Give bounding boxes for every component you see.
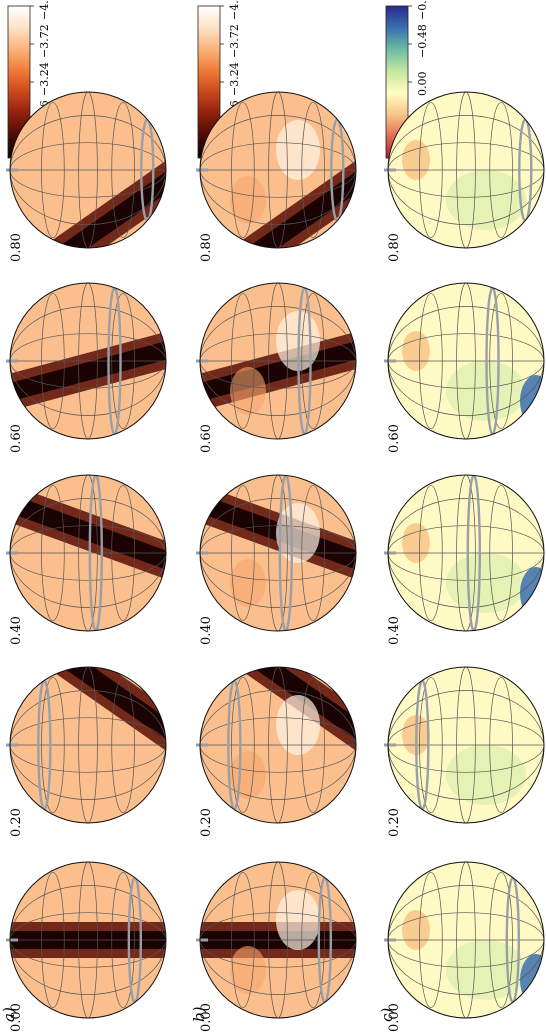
sphere-panel: 0.00 bbox=[384, 861, 545, 1032]
row-label: b) bbox=[190, 1006, 208, 1022]
row-label: c) bbox=[378, 1008, 396, 1022]
sphere-outline bbox=[9, 861, 167, 1019]
phase-label: 0.80 bbox=[387, 233, 402, 262]
sphere-panel: 0.60 bbox=[384, 282, 545, 453]
phase-label: 0.00 bbox=[387, 1003, 402, 1032]
graticule bbox=[200, 667, 356, 823]
sphere-outline bbox=[387, 282, 545, 440]
graticule bbox=[200, 92, 356, 248]
sphere-outline bbox=[387, 666, 545, 824]
sphere-outline bbox=[9, 282, 167, 440]
sphere-panel: 0.20 bbox=[196, 666, 357, 837]
colorbar-tick-label: −4.20 bbox=[228, 0, 241, 20]
phase-label: 0.40 bbox=[387, 616, 402, 645]
graticule bbox=[388, 92, 544, 248]
sphere-outline bbox=[9, 91, 167, 249]
graticule bbox=[200, 475, 356, 631]
phase-label: 0.80 bbox=[199, 233, 214, 262]
sphere-panel: 0.00 bbox=[6, 861, 167, 1032]
spot-core bbox=[200, 92, 356, 248]
colorbar-tick-label: −3.72 bbox=[38, 24, 51, 58]
sphere-panel: 0.60 bbox=[6, 282, 167, 453]
sphere-panel: 0.00 bbox=[196, 861, 357, 1032]
graticule bbox=[10, 283, 166, 439]
panel-row-2: b)−2.28−2.76−3.24−3.72−4.200.000.200.400… bbox=[190, 0, 357, 1032]
phase-label: 0.40 bbox=[199, 616, 214, 645]
sphere-outline bbox=[9, 666, 167, 824]
sphere-panel: 0.40 bbox=[6, 474, 167, 645]
sphere-outline bbox=[387, 91, 545, 249]
sphere-panel: 0.80 bbox=[6, 91, 167, 262]
phase-label: 0.60 bbox=[387, 424, 402, 453]
spot-core bbox=[200, 310, 356, 432]
spot-core bbox=[10, 475, 166, 612]
row-label: a) bbox=[0, 1007, 18, 1022]
panel-row-1: a)−2.28−2.76−3.24−3.72−4.200.000.200.400… bbox=[0, 0, 167, 1032]
graticule bbox=[10, 92, 166, 248]
sphere-outline bbox=[199, 474, 357, 632]
colorbar-tick-label: −0.48 bbox=[416, 24, 429, 58]
phase-label: 0.40 bbox=[9, 616, 24, 645]
sphere-panel: 0.40 bbox=[384, 474, 545, 645]
phase-label: 0.60 bbox=[9, 424, 24, 453]
sphere-outline bbox=[387, 861, 545, 1019]
colorbar-tick-label: 0.00 bbox=[416, 72, 429, 97]
phase-label: 0.60 bbox=[199, 424, 214, 453]
sphere-outline bbox=[387, 474, 545, 632]
colorbar-tick-label: −3.24 bbox=[228, 62, 241, 96]
panel-row-3: c)0.960.480.00−0.48−0.960.000.200.400.60… bbox=[378, 0, 545, 1032]
phase-label: 0.20 bbox=[387, 808, 402, 837]
sphere-panel: 0.20 bbox=[6, 666, 167, 837]
colorbar-tick-label: −0.96 bbox=[416, 0, 429, 20]
colorbar-tick-label: −4.20 bbox=[38, 0, 51, 20]
colorbar: −2.28−2.76−3.24−3.72−4.20 bbox=[7, 0, 51, 172]
colorbar-tick-label: −3.72 bbox=[228, 24, 241, 58]
colorbar-tick-label: −3.24 bbox=[38, 62, 51, 96]
graticule bbox=[200, 862, 356, 1018]
spot-core bbox=[10, 92, 166, 248]
spot-core bbox=[10, 667, 166, 820]
sphere-outline bbox=[199, 282, 357, 440]
sphere-outline bbox=[199, 666, 357, 824]
phase-label: 0.20 bbox=[199, 808, 214, 837]
sphere-outline bbox=[199, 861, 357, 1019]
graticule bbox=[388, 475, 544, 631]
phase-label: 0.20 bbox=[9, 808, 24, 837]
graticule bbox=[388, 862, 544, 1018]
phase-label: 0.00 bbox=[199, 1003, 214, 1032]
sphere-panel: 0.20 bbox=[384, 666, 545, 837]
phase-label: 0.00 bbox=[9, 1003, 24, 1032]
sphere-outline bbox=[9, 474, 167, 632]
sphere-panel: 0.60 bbox=[196, 282, 357, 453]
graticule bbox=[10, 667, 166, 823]
phase-label: 0.80 bbox=[9, 233, 24, 262]
spot-core bbox=[200, 667, 356, 820]
sphere-outline bbox=[199, 91, 357, 249]
graticule bbox=[388, 667, 544, 823]
sphere-panel: 0.80 bbox=[384, 91, 545, 262]
graticule bbox=[200, 283, 356, 439]
graticule bbox=[10, 475, 166, 631]
graticule bbox=[10, 862, 166, 1018]
sphere-panel: 0.80 bbox=[196, 91, 357, 262]
sphere-panel: 0.40 bbox=[196, 474, 357, 645]
spot-core bbox=[10, 310, 166, 432]
graticule bbox=[388, 283, 544, 439]
